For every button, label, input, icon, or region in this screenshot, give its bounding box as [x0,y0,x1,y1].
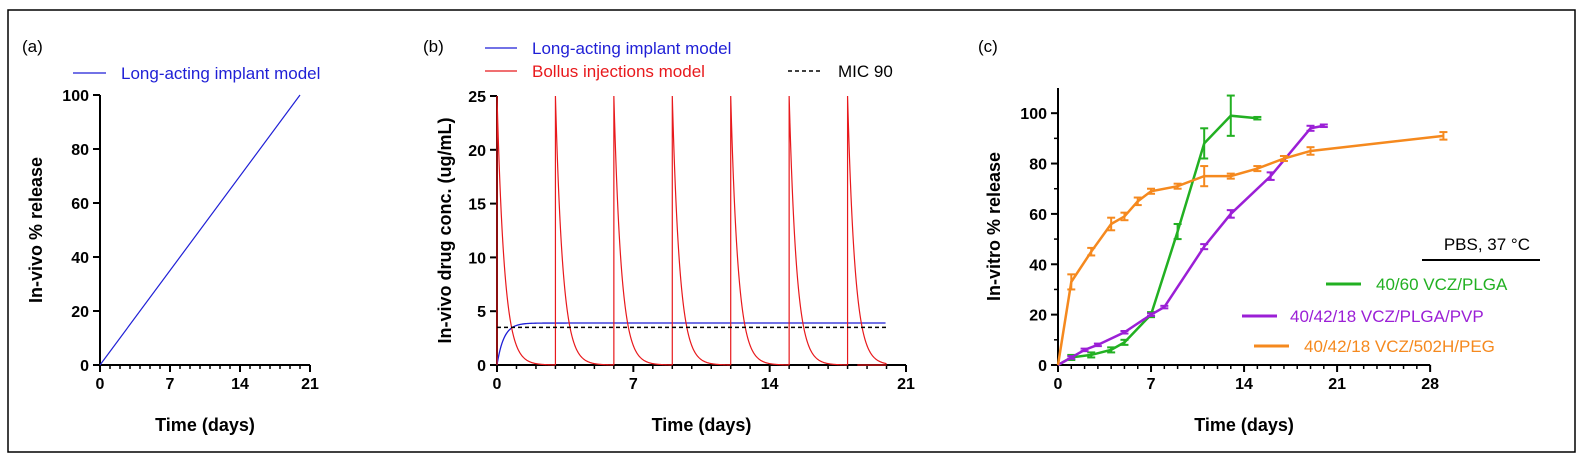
x-tick-label: 28 [1421,376,1439,393]
x-tick-label: 14 [761,376,779,393]
legend-label: 40/42/18 VCZ/PLGA/PVP [1290,307,1484,326]
y-tick-label: 60 [1029,207,1047,224]
legend-label: Long-acting implant model [121,64,320,83]
chart-panel-1: (a) 0 7 14 21 0 20 40 60 80 100 Time (days) In-vivo … [22,37,320,435]
legend-label: 40/42/18 VCZ/502H/PEG [1304,337,1495,356]
x-tick-label: 14 [1235,376,1253,393]
y-axis-label: In-vivo drug conc. (ug/mL) [435,118,455,344]
y-tick-label: 20 [1029,308,1047,325]
x-tick-label: 0 [1054,376,1063,393]
figure-border [7,9,1576,453]
x-tick-label: 0 [493,376,502,393]
y-tick-label: 60 [71,196,89,213]
y-tick-label: 40 [71,250,89,267]
chart-panel-2: (b) 0 7 14 21 0 5 10 15 20 25 Time (days) In-vivo dr… [423,37,915,435]
x-tick-label: 7 [166,376,175,393]
series-line-bolus [671,95,731,366]
legend-label: Long-acting implant model [532,39,731,58]
legend-title: PBS, 37 °C [1444,235,1530,254]
legend-label: Bollus injections model [532,62,705,81]
series-line [99,94,301,366]
y-axis-label: In-vitro % release [984,152,1004,301]
y-tick-label: 25 [468,89,486,106]
x-axis-label: Time (days) [652,415,752,435]
series-line-bolus [846,95,887,365]
y-tick-label: 15 [468,197,486,214]
y-tick-label: 100 [1020,106,1047,123]
series-line-bolus [613,95,673,366]
panel-label: (b) [423,37,444,56]
x-tick-label: 14 [231,376,249,393]
y-tick-label: 0 [80,358,89,375]
y-tick-label: 80 [71,142,89,159]
y-tick-label: 20 [468,143,486,160]
x-tick-label: 21 [1328,376,1346,393]
y-tick-label: 80 [1029,157,1047,174]
y-tick-label: 20 [71,304,89,321]
x-tick-label: 21 [301,376,319,393]
x-tick-label: 21 [897,376,915,393]
y-tick-label: 100 [62,88,89,105]
y-tick-label: 10 [468,250,486,267]
y-axis-label: In-vivo % release [26,157,46,303]
series-line-bolus [788,95,848,366]
y-tick-label: 0 [1038,358,1047,375]
series-line [1056,134,1444,366]
series-line-bolus [554,95,614,366]
chart-panel-3: (c) 0 7 14 21 28 0 20 40 60 80 100 Time (days) In-vit… [978,37,1540,435]
legend-label: 40/60 VCZ/PLGA [1376,275,1508,294]
y-tick-label: 40 [1029,257,1047,274]
series-line [1057,114,1258,367]
x-tick-label: 7 [1147,376,1156,393]
y-tick-label: 5 [477,304,486,321]
x-axis-label: Time (days) [1194,415,1294,435]
x-axis-label: Time (days) [155,415,255,435]
legend-label: MIC 90 [838,62,893,81]
panel-label: (a) [22,37,43,56]
panel-label: (c) [978,37,998,56]
series-line-bolus [730,95,790,366]
series-line-implant [496,322,886,366]
series-line-bolus [496,95,556,366]
y-tick-label: 0 [477,358,486,375]
x-tick-label: 7 [629,376,638,393]
x-tick-label: 0 [96,376,105,393]
